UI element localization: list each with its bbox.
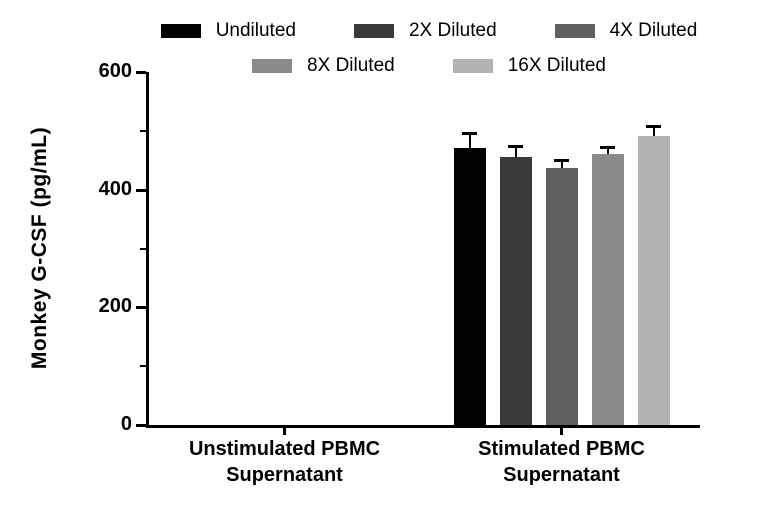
legend-label: 2X Diluted xyxy=(408,20,497,41)
legend-item: Undiluted xyxy=(160,20,296,42)
y-tick-label: 600 xyxy=(98,60,132,82)
legend-item: 16X Diluted xyxy=(452,55,606,77)
error-bar-line xyxy=(606,147,609,155)
bar xyxy=(591,154,624,425)
legend-swatch xyxy=(353,24,394,38)
legend-label: 8X Diluted xyxy=(307,55,395,76)
y-major-tick xyxy=(136,424,146,427)
y-axis xyxy=(146,72,149,428)
x-tick xyxy=(560,428,563,435)
y-major-tick xyxy=(136,71,146,74)
bar xyxy=(453,148,486,425)
x-category-label: Stimulated PBMC Supernatant xyxy=(478,438,645,486)
bar xyxy=(637,135,670,425)
y-tick-label: 0 xyxy=(120,413,132,435)
legend-item: 8X Diluted xyxy=(252,55,395,77)
error-bar-line xyxy=(468,132,471,149)
x-category-label: Unstimulated PBMC Supernatant xyxy=(188,438,381,486)
y-minor-tick xyxy=(140,129,146,132)
legend-swatch xyxy=(554,24,595,38)
y-minor-tick xyxy=(140,247,146,250)
y-tick-label: 400 xyxy=(98,177,132,200)
y-axis-title: Monkey G-CSF (pg/mL) xyxy=(28,126,51,370)
error-bar-cap xyxy=(646,125,661,129)
bar xyxy=(545,167,578,425)
error-bar-line xyxy=(652,126,655,136)
legend-row: Undiluted 2X Diluted 4X Diluted xyxy=(160,20,698,42)
legend-swatch xyxy=(452,59,493,73)
error-bar-line xyxy=(514,145,517,158)
legend-label: Undiluted xyxy=(215,20,296,41)
y-major-tick xyxy=(136,188,146,192)
legend-swatch xyxy=(160,24,201,38)
error-bar-line xyxy=(560,159,563,168)
legend-item: 2X Diluted xyxy=(353,20,497,42)
x-tick xyxy=(283,428,286,435)
y-tick-label: 200 xyxy=(98,295,132,318)
bar xyxy=(499,157,532,425)
legend-item: 4X Diluted xyxy=(554,20,698,42)
y-major-tick xyxy=(136,306,146,310)
x-axis xyxy=(146,425,700,428)
legend-label: 16X Diluted xyxy=(507,55,606,76)
legend-label: 4X Diluted xyxy=(609,20,698,41)
error-bar-cap xyxy=(508,144,523,148)
chart-legend: Undiluted 2X Diluted 4X Diluted 8X Diluted 1… xyxy=(120,20,738,77)
legend-swatch xyxy=(252,59,293,73)
y-minor-tick xyxy=(140,365,146,368)
error-bar-cap xyxy=(554,158,569,162)
error-bar-cap xyxy=(462,131,477,135)
error-bar-cap xyxy=(600,146,615,150)
legend-row: 8X Diluted 16X Diluted xyxy=(252,55,606,77)
